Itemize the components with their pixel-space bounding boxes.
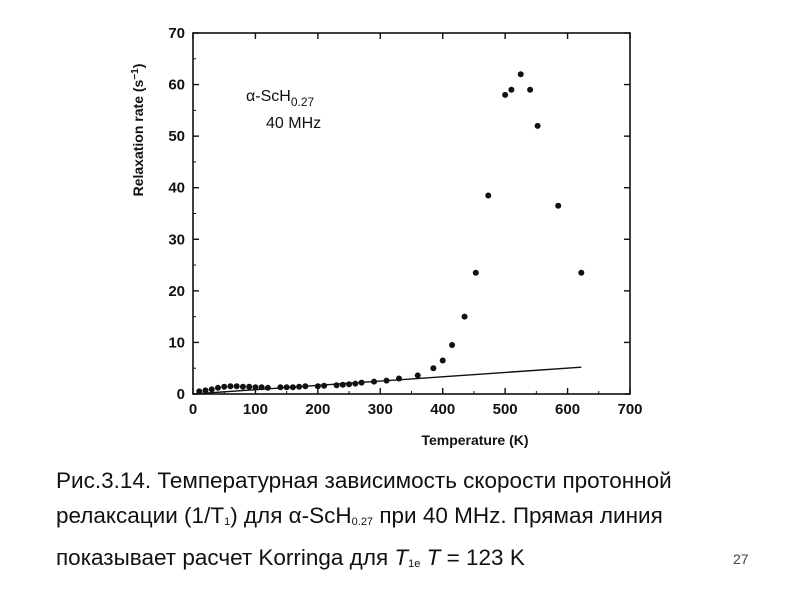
data-point <box>239 383 246 390</box>
y-tick-label: 30 <box>168 231 185 248</box>
y-axis-label-close: ) <box>130 64 146 69</box>
data-point <box>358 379 365 386</box>
data-point <box>339 381 346 388</box>
y-tick-label: 50 <box>168 128 185 145</box>
data-point <box>430 365 437 372</box>
data-point <box>461 313 468 320</box>
chart-ticks: 0 100 200 300 400 500 600 700 0 10 20 30 40 50 60 70 <box>168 25 642 418</box>
y-tick-label: 70 <box>168 25 185 42</box>
figure-caption: Рис.3.14. Температурная зависимость скор… <box>56 463 796 582</box>
data-point <box>321 382 328 389</box>
caption-line-2-a: релаксации (1/T <box>56 503 225 528</box>
data-point <box>302 383 309 390</box>
caption-line-3-t: T <box>420 545 441 570</box>
caption-line-2-c: при 40 MHz. Прямая линия <box>373 503 663 528</box>
data-point <box>578 269 585 276</box>
x-tick-label: 600 <box>555 401 580 418</box>
data-point <box>449 342 456 349</box>
caption-line-3-t1: T <box>394 545 409 570</box>
data-point <box>508 86 515 93</box>
caption-line-2-sub: 1 <box>224 516 231 528</box>
x-tick-label: 400 <box>430 401 455 418</box>
caption-line-3: показывает расчет Korringa для T1e T = 1… <box>56 540 796 582</box>
data-point <box>396 375 403 382</box>
y-axis-label-main: Relaxation rate (s <box>130 79 146 196</box>
data-point <box>383 377 390 384</box>
data-point <box>502 91 509 98</box>
data-point <box>352 380 359 387</box>
data-point <box>221 383 228 390</box>
data-point <box>277 384 284 391</box>
data-point <box>227 383 234 390</box>
caption-line-3-sub: 1e <box>408 558 421 570</box>
data-point <box>258 384 265 391</box>
data-point <box>296 383 303 390</box>
data-point <box>472 269 479 276</box>
sample-annotation-prefix: α-ScH <box>246 88 291 105</box>
data-point <box>346 381 353 388</box>
caption-line-2: релаксации (1/T1) для α-ScH0.27 при 40 M… <box>56 498 796 540</box>
caption-line-2-b: ) для α-ScH <box>230 503 352 528</box>
caption-line-3-a: показывает расчет Korringa для <box>56 545 395 570</box>
data-point <box>414 372 421 379</box>
sample-annotation: α-ScH0.27 <box>246 88 314 109</box>
relaxation-rate-chart: 0 100 200 300 400 500 600 700 0 10 20 30 40 50 60 70 Te… <box>130 25 643 448</box>
frequency-annotation: 40 MHz <box>266 115 321 132</box>
x-tick-label: 0 <box>189 401 197 418</box>
data-point <box>202 387 209 394</box>
data-point <box>196 388 203 395</box>
x-tick-label: 500 <box>493 401 518 418</box>
x-tick-label: 100 <box>243 401 268 418</box>
y-axis-label: Relaxation rate (s−1) <box>130 64 146 197</box>
x-axis-label: Temperature (K) <box>421 432 528 448</box>
data-point <box>208 386 215 393</box>
data-point <box>283 384 290 391</box>
data-points <box>196 71 585 395</box>
data-point <box>534 122 541 129</box>
data-point <box>314 383 321 390</box>
y-axis-label-sup: −1 <box>130 68 141 80</box>
sample-annotation-sub: 0.27 <box>291 95 315 109</box>
data-point <box>371 378 378 385</box>
data-point <box>527 86 534 93</box>
data-point <box>439 357 446 364</box>
data-point <box>233 383 240 390</box>
y-tick-label: 60 <box>168 77 185 94</box>
y-tick-label: 10 <box>168 334 185 351</box>
data-point <box>517 71 524 78</box>
data-point <box>252 384 259 391</box>
data-point <box>333 382 340 389</box>
caption-line-3-b: = 123 K <box>440 545 525 570</box>
x-tick-label: 700 <box>617 401 642 418</box>
data-point <box>555 202 562 209</box>
data-point <box>289 384 296 391</box>
data-point <box>246 383 253 390</box>
y-tick-label: 0 <box>177 386 185 403</box>
y-tick-label: 40 <box>168 180 185 197</box>
caption-line-1: Рис.3.14. Температурная зависимость скор… <box>56 468 672 493</box>
y-tick-label: 20 <box>168 283 185 300</box>
caption-line-2-sub2: 0.27 <box>351 516 374 528</box>
x-tick-label: 200 <box>305 401 330 418</box>
data-point <box>264 384 271 391</box>
data-point <box>214 384 221 391</box>
page-number: 27 <box>733 551 749 567</box>
data-point <box>485 192 492 199</box>
x-tick-label: 300 <box>368 401 393 418</box>
